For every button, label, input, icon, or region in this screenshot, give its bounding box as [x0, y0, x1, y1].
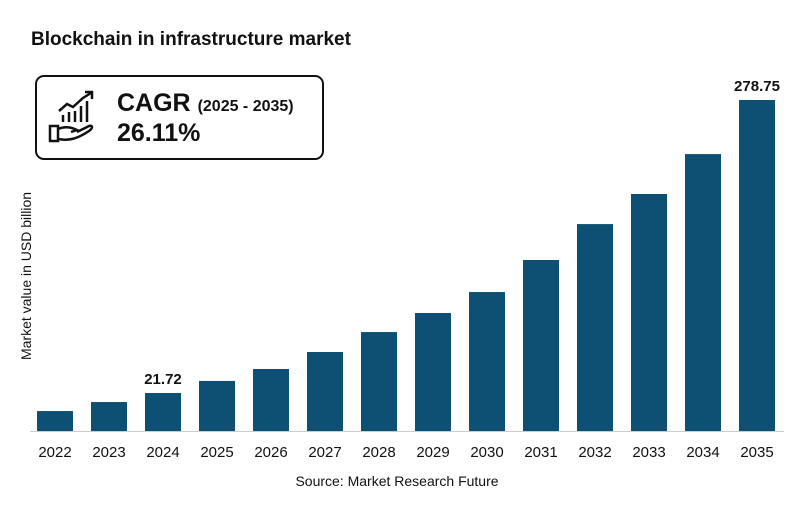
cagr-label: CAGR (2025 - 2035): [117, 89, 294, 117]
bar-2031: [523, 259, 559, 431]
chart-title: Blockchain in infrastructure market: [31, 29, 351, 50]
bar-2032: [577, 224, 613, 431]
x-tick-2024: 2024: [146, 444, 179, 461]
bar-2025: [199, 380, 235, 431]
x-tick-2026: 2026: [254, 444, 287, 461]
bar-2029: [415, 313, 451, 431]
x-tick-2023: 2023: [92, 444, 125, 461]
data-label-2024: 21.72: [144, 371, 182, 388]
bar-2022: [37, 411, 73, 431]
x-tick-2025: 2025: [200, 444, 233, 461]
bar-2034: [685, 154, 721, 431]
bar-chart: 2022 2023 2024 21.72 2025 2026 2027 2028 2029 203…: [30, 78, 784, 461]
bar-2026: [253, 368, 289, 431]
x-tick-2033: 2033: [632, 444, 665, 461]
bar-2023: [91, 402, 127, 431]
x-tick-2032: 2032: [578, 444, 611, 461]
x-tick-2027: 2027: [308, 444, 341, 461]
x-tick-2029: 2029: [416, 444, 449, 461]
data-label-2035: 278.75: [734, 78, 780, 95]
cagr-value: 26.11%: [117, 119, 201, 147]
bar-2027: [307, 351, 343, 431]
x-tick-2022: 2022: [38, 444, 71, 461]
x-tick-2035: 2035: [740, 444, 773, 461]
bar-2033: [631, 193, 667, 431]
growth-chart-hand-icon: [48, 90, 94, 143]
x-tick-2031: 2031: [524, 444, 557, 461]
bar-2024: [145, 393, 181, 431]
bar-2028: [361, 332, 397, 431]
x-tick-2028: 2028: [362, 444, 395, 461]
source-note: Source: Market Research Future: [295, 473, 499, 489]
x-tick-2034: 2034: [686, 444, 719, 461]
bar-2035: [739, 100, 775, 431]
cagr-period: (2025 - 2035): [197, 98, 294, 115]
cagr-box: CAGR (2025 - 2035) 26.11%: [35, 75, 324, 160]
x-tick-2030: 2030: [470, 444, 503, 461]
bar-2030: [469, 292, 505, 431]
